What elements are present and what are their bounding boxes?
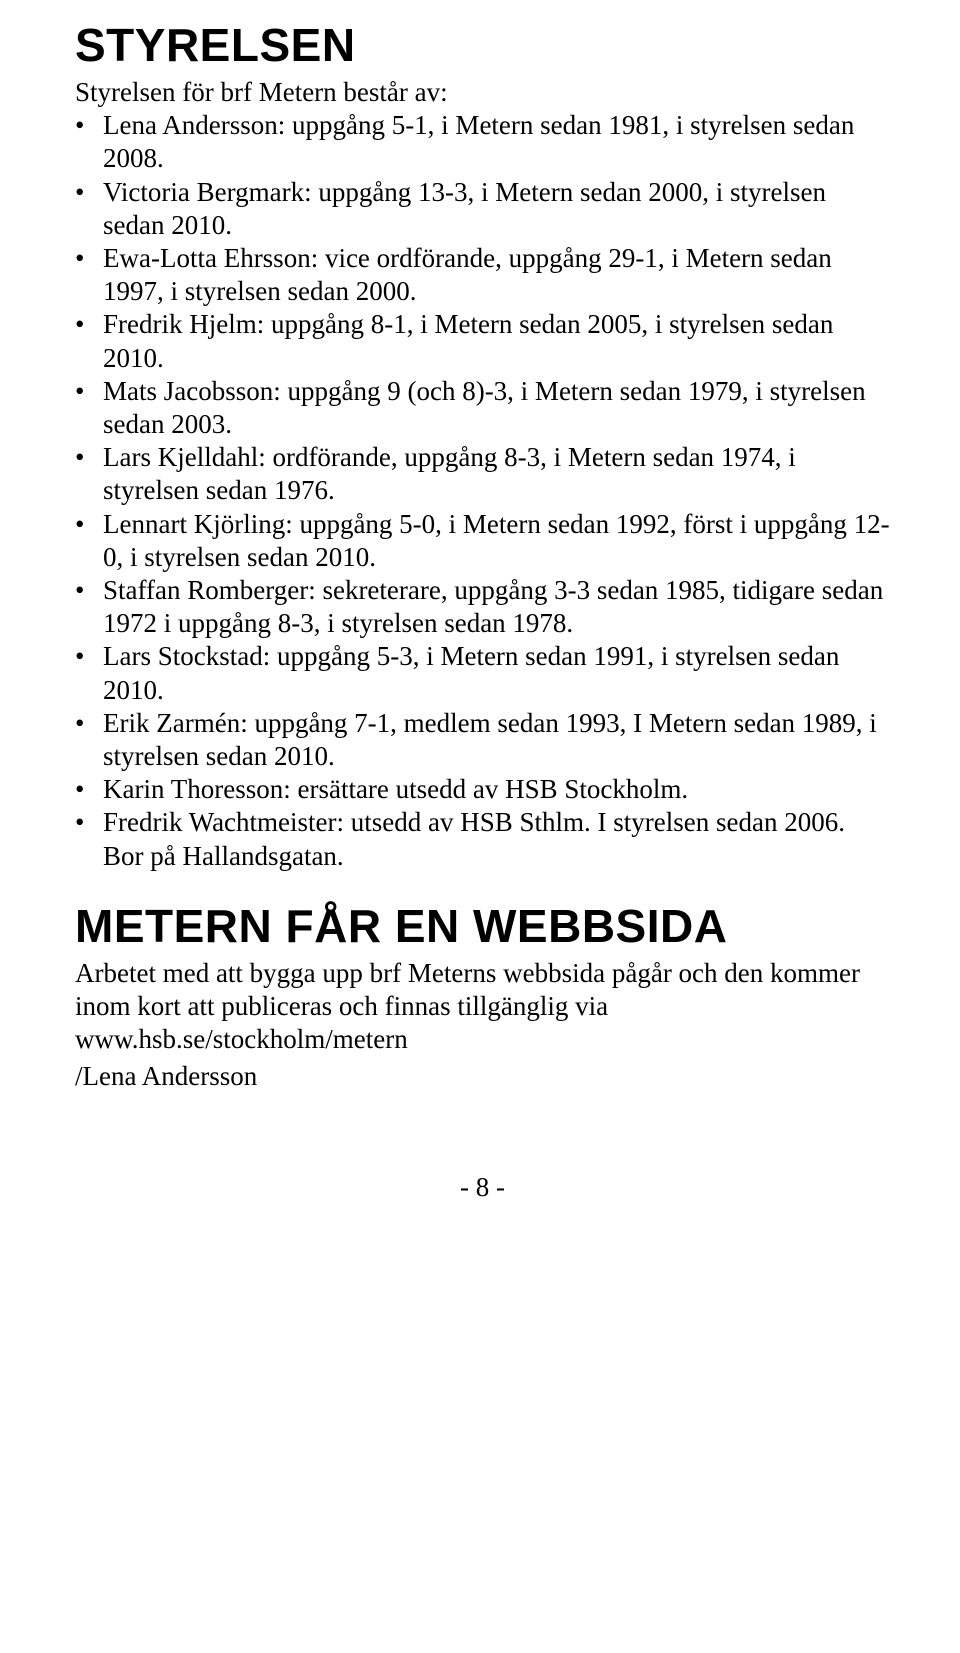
list-item-text: Mats Jacobsson: uppgång 9 (och 8)-3, i M… [103,376,866,439]
list-item: •Erik Zarmén: uppgång 7-1, medlem sedan … [75,707,890,773]
bullet-icon: • [75,806,103,839]
list-item-text: Erik Zarmén: uppgång 7-1, medlem sedan 1… [103,708,877,771]
list-item-text: Lars Kjelldahl: ordförande, uppgång 8-3,… [103,442,796,505]
list-item: •Victoria Bergmark: uppgång 13-3, i Mete… [75,176,890,242]
bullet-icon: • [75,707,103,740]
list-item: •Lena Andersson: uppgång 5-1, i Metern s… [75,109,890,175]
page-number: - 8 - [75,1172,890,1203]
section2-heading: METERN FÅR EN WEBBSIDA [75,899,890,953]
list-item: •Karin Thoresson: ersättare utsedd av HS… [75,773,890,806]
list-item-text: Karin Thoresson: ersättare utsedd av HSB… [103,774,688,804]
bullet-icon: • [75,375,103,408]
section2-author: /Lena Andersson [75,1060,890,1093]
bullet-icon: • [75,574,103,607]
bullet-icon: • [75,308,103,341]
bullet-icon: • [75,109,103,142]
bullet-icon: • [75,508,103,541]
list-item: •Fredrik Hjelm: uppgång 8-1, i Metern se… [75,308,890,374]
section2-body: Arbetet med att bygga upp brf Meterns we… [75,957,890,1057]
bullet-icon: • [75,176,103,209]
list-item-text: Lars Stockstad: uppgång 5-3, i Metern se… [103,641,839,704]
list-item-text: Staffan Romberger: sekreterare, uppgång … [103,575,883,638]
bullet-icon: • [75,242,103,275]
list-item: •Mats Jacobsson: uppgång 9 (och 8)-3, i … [75,375,890,441]
list-item-text: Lena Andersson: uppgång 5-1, i Metern se… [103,110,854,173]
list-item-text: Fredrik Hjelm: uppgång 8-1, i Metern sed… [103,309,833,372]
list-item: •Lars Kjelldahl: ordförande, uppgång 8-3… [75,441,890,507]
section1-intro: Styrelsen för brf Metern består av: [75,76,890,109]
list-item: •Staffan Romberger: sekreterare, uppgång… [75,574,890,640]
section1-heading: STYRELSEN [75,18,890,72]
list-item: •Lars Stockstad: uppgång 5-3, i Metern s… [75,640,890,706]
bullet-icon: • [75,773,103,806]
bullet-icon: • [75,640,103,673]
list-item: •Lennart Kjörling: uppgång 5-0, i Metern… [75,508,890,574]
list-item-text: Ewa-Lotta Ehrsson: vice ordförande, uppg… [103,243,832,306]
list-item-text: Lennart Kjörling: uppgång 5-0, i Metern … [103,509,890,572]
list-item-text: Victoria Bergmark: uppgång 13-3, i Meter… [103,177,826,240]
list-item-text: Fredrik Wachtmeister: utsedd av HSB Sthl… [103,807,845,870]
list-item: •Fredrik Wachtmeister: utsedd av HSB Sth… [75,806,890,872]
board-member-list: •Lena Andersson: uppgång 5-1, i Metern s… [75,109,890,873]
list-item: •Ewa-Lotta Ehrsson: vice ordförande, upp… [75,242,890,308]
bullet-icon: • [75,441,103,474]
